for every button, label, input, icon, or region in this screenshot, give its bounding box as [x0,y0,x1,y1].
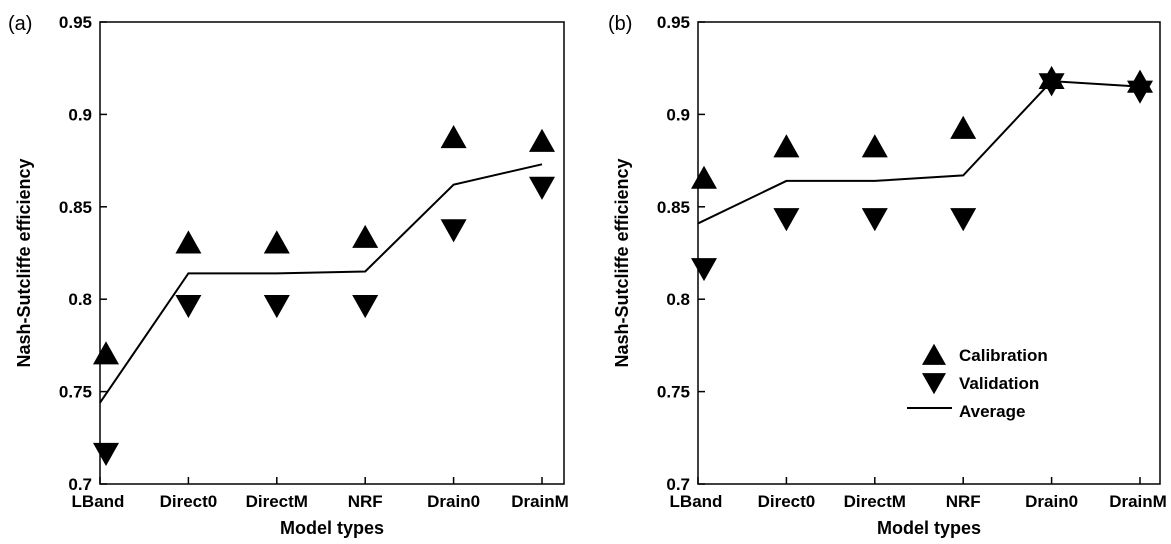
x-axis-title: Model types [877,518,981,538]
panel-label: (a) [8,13,32,35]
calibration-point [773,134,800,158]
calibration-point [93,341,119,365]
calibration-point [263,230,290,254]
x-tick-label: LBand [670,492,723,511]
y-tick-label: 0.85 [657,198,690,217]
x-axis-title: Model types [280,518,384,538]
y-tick-label: 0.7 [666,475,690,494]
validation-point [175,295,202,319]
validation-point [352,295,379,319]
y-tick-label: 0.95 [59,13,92,32]
y-tick-label: 0.95 [657,13,690,32]
panel-a: (a) 0.7 0.75 0.8 0.85 0.9 0.95 LBand Direct0 Dire… [8,13,569,538]
average-line [99,163,543,404]
y-tick-label: 0.75 [59,383,92,402]
x-tick-label: Direct0 [758,492,816,511]
y-tick-label: 0.75 [657,383,690,402]
x-tick-label: DrainM [1109,492,1167,511]
x-tick-label: NRF [348,492,383,511]
validation-point [93,442,119,466]
y-tick-label: 0.8 [666,290,690,309]
x-tick-label: DirectM [246,492,308,511]
legend-entry-label: Calibration [959,346,1048,365]
legend: Calibration Validation Average [907,343,1048,421]
x-tick-label: DrainM [511,492,569,511]
series-average [697,80,1141,225]
panel-b: (b) 0.7 0.75 0.8 0.85 0.9 0.95 LBand Direct0 Dire… [608,13,1167,538]
x-tick-label: LBand [72,492,125,511]
validation-point [440,219,467,243]
legend-calibration-marker [922,343,946,365]
y-tick-label: 0.7 [68,475,92,494]
validation-point [861,208,888,232]
validation-point [1038,73,1065,97]
calibration-point [861,134,888,158]
panel-label: (b) [608,13,632,35]
y-tick-label: 0.8 [68,290,92,309]
series-calibration [691,65,1153,189]
plot-frame [99,21,565,485]
y-axis-title: Nash-Sutcliffe efficiency [14,158,34,367]
plot-frame [697,21,1161,485]
validation-point [263,295,290,319]
average-line [697,80,1141,225]
legend-entry-label: Validation [959,374,1039,393]
validation-point [773,208,800,232]
calibration-point [529,128,555,152]
y-tick-label: 0.9 [68,105,92,124]
calibration-point [691,165,717,189]
x-tick-label: DirectM [844,492,906,511]
x-tick-label: Direct0 [160,492,218,511]
calibration-point [175,230,202,254]
x-tick-label: Drain0 [1025,492,1078,511]
series-validation [93,176,555,466]
series-average [99,163,543,404]
y-tick-label: 0.9 [666,105,690,124]
validation-point [691,258,717,282]
x-tick-label: NRF [946,492,981,511]
y-axis-title: Nash-Sutcliffe efficiency [612,158,632,367]
y-tick-label: 0.85 [59,198,92,217]
legend-entry-label: Average [959,402,1025,421]
calibration-point [950,115,977,139]
calibration-point [440,125,467,149]
validation-point [529,176,555,200]
series-calibration [93,125,555,365]
x-tick-label: Drain0 [427,492,480,511]
validation-point [950,208,977,232]
legend-validation-marker [922,373,946,395]
calibration-point [352,224,379,248]
